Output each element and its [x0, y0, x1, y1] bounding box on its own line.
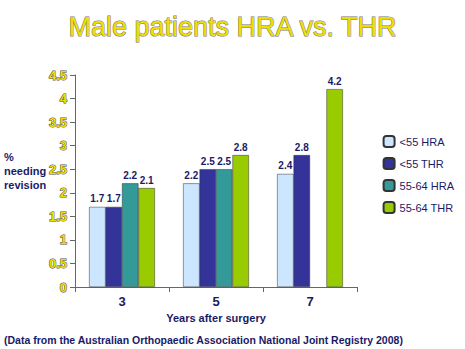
svg-text:2.8: 2.8 — [234, 142, 248, 153]
svg-text:needing: needing — [4, 165, 46, 177]
svg-text:<55 THR: <55 THR — [400, 158, 444, 170]
svg-text:2.1: 2.1 — [140, 175, 154, 186]
svg-text:4.5: 4.5 — [49, 68, 67, 83]
svg-text:1.7: 1.7 — [90, 193, 104, 204]
svg-text:revision: revision — [4, 179, 46, 191]
svg-text:7: 7 — [306, 294, 313, 309]
svg-text:2.2: 2.2 — [123, 170, 137, 181]
svg-text:4: 4 — [60, 91, 68, 106]
svg-text:2.5: 2.5 — [49, 162, 67, 177]
svg-text:Years after surgery: Years after surgery — [166, 312, 267, 324]
svg-text:2.4: 2.4 — [278, 160, 292, 171]
svg-text:Male patients HRA vs. THR: Male patients HRA vs. THR — [68, 12, 396, 42]
svg-text:4.2: 4.2 — [328, 76, 342, 87]
svg-text:2: 2 — [60, 185, 67, 200]
svg-text:2.2: 2.2 — [184, 170, 198, 181]
svg-text:<55 HRA: <55 HRA — [400, 136, 446, 148]
svg-text:0: 0 — [60, 280, 67, 295]
svg-text:1.5: 1.5 — [49, 209, 67, 224]
svg-text:2.8: 2.8 — [295, 142, 309, 153]
svg-text:3: 3 — [60, 138, 67, 153]
svg-text:5: 5 — [212, 294, 219, 309]
svg-text:55-64 THR: 55-64 THR — [400, 202, 454, 214]
svg-text:1: 1 — [60, 232, 67, 247]
svg-text:2.5: 2.5 — [217, 156, 231, 167]
svg-text:%: % — [4, 151, 14, 163]
svg-text:0.5: 0.5 — [49, 256, 67, 271]
svg-text:1.7: 1.7 — [107, 193, 121, 204]
svg-text:2.5: 2.5 — [201, 156, 215, 167]
svg-text:3.5: 3.5 — [49, 115, 67, 130]
svg-text:55-64 HRA: 55-64 HRA — [400, 180, 455, 192]
svg-text:3: 3 — [118, 294, 125, 309]
svg-text:(Data from the Australian Orth: (Data from the Australian Orthopaedic As… — [4, 334, 403, 346]
